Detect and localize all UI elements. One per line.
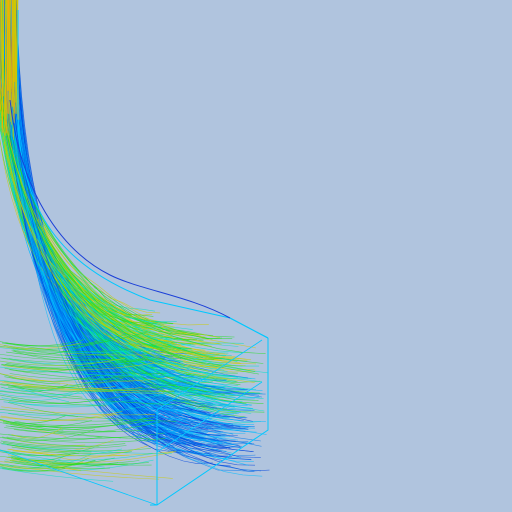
streamline-inlet (3, 0, 4, 116)
